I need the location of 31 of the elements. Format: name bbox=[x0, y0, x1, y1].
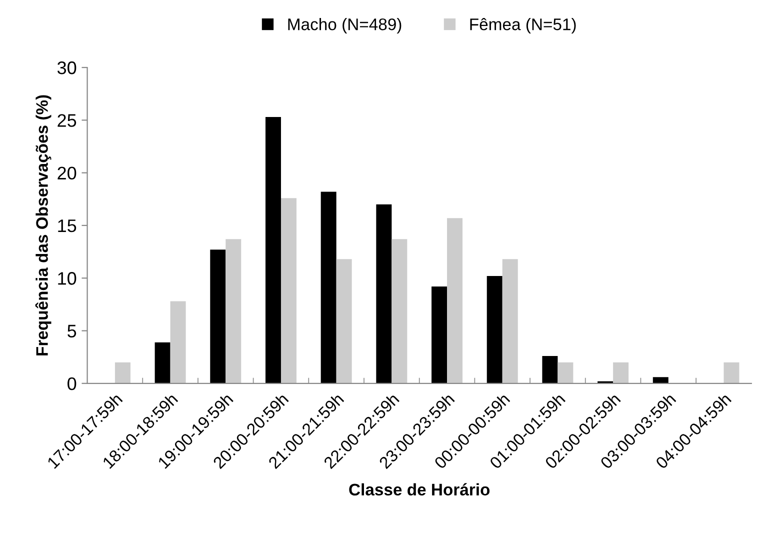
bar bbox=[613, 362, 629, 384]
legend-label: Macho (N=489) bbox=[288, 18, 402, 34]
bar bbox=[502, 259, 518, 384]
x-axis-title: Classe de Horário bbox=[349, 483, 490, 496]
bar bbox=[724, 362, 740, 384]
bar bbox=[154, 342, 170, 384]
bar bbox=[542, 356, 558, 384]
bar bbox=[336, 259, 352, 384]
bar bbox=[652, 377, 668, 384]
y-tick-label: 10 bbox=[58, 272, 76, 285]
bar bbox=[432, 286, 448, 384]
bar bbox=[392, 239, 408, 384]
bar bbox=[376, 204, 392, 384]
bar bbox=[447, 218, 463, 384]
legend-label: Fêmea (N=51) bbox=[470, 18, 576, 34]
y-axis-title: Frequência das Observações (%) bbox=[35, 95, 52, 356]
bar bbox=[265, 116, 281, 384]
bar bbox=[280, 198, 296, 384]
y-tick-label: 30 bbox=[57, 61, 76, 74]
bar bbox=[486, 276, 502, 384]
bar bbox=[558, 362, 574, 384]
bar bbox=[320, 192, 336, 384]
y-tick-label: 5 bbox=[68, 324, 76, 338]
bar bbox=[170, 301, 186, 384]
y-tick-label: 0 bbox=[68, 377, 76, 390]
bar bbox=[114, 362, 130, 384]
bar bbox=[210, 250, 226, 384]
bar bbox=[226, 239, 242, 384]
y-tick-label: 25 bbox=[58, 114, 76, 127]
y-tick-label: 20 bbox=[58, 166, 76, 180]
y-tick-label: 15 bbox=[58, 220, 76, 232]
